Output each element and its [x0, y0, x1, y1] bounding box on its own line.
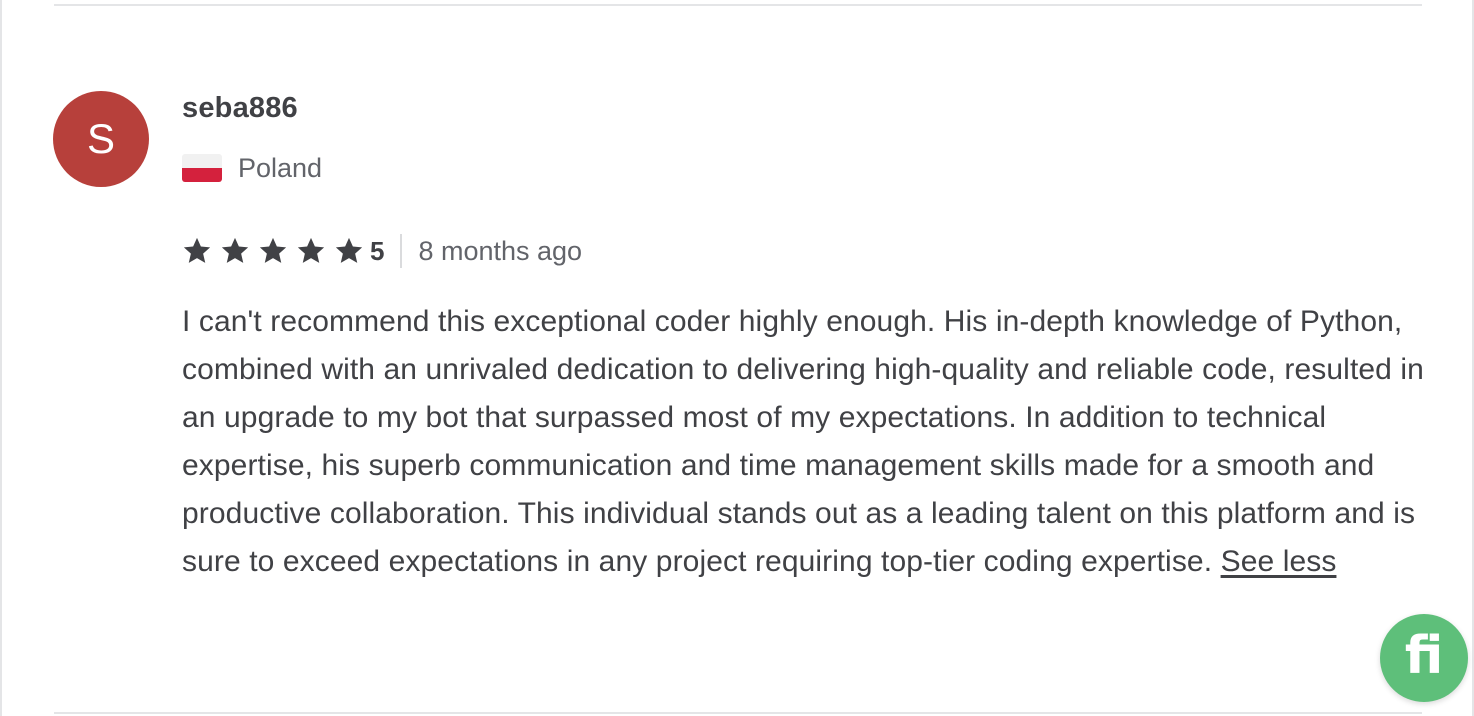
star-icon — [259, 237, 287, 263]
see-less-link[interactable]: See less — [1220, 545, 1337, 578]
reviewer-username[interactable]: seba886 — [182, 92, 298, 124]
rating-row: 5 8 months ago — [182, 232, 582, 270]
review-text-block: I can't recommend this exceptional coder… — [182, 298, 1432, 586]
chat-widget-button[interactable]: fi — [1380, 614, 1468, 702]
star-rating — [182, 236, 364, 266]
country-name: Poland — [238, 152, 323, 183]
review-text: I can't recommend this exceptional coder… — [182, 305, 1424, 578]
reviewer-country: Poland — [182, 152, 322, 184]
avatar[interactable]: S — [53, 91, 149, 187]
review-time: 8 months ago — [418, 235, 583, 266]
divider-top — [54, 4, 1422, 6]
star-icon — [221, 237, 249, 263]
avatar-letter: S — [86, 115, 115, 162]
divider-bottom — [54, 712, 1422, 714]
poland-flag-icon — [182, 154, 222, 182]
star-icon — [183, 237, 211, 263]
fiverr-logo-icon: fi — [1404, 626, 1444, 686]
star-icon — [297, 237, 325, 263]
rating-separator — [400, 234, 403, 268]
star-icon — [335, 237, 363, 263]
rating-value: 5 — [370, 235, 385, 266]
